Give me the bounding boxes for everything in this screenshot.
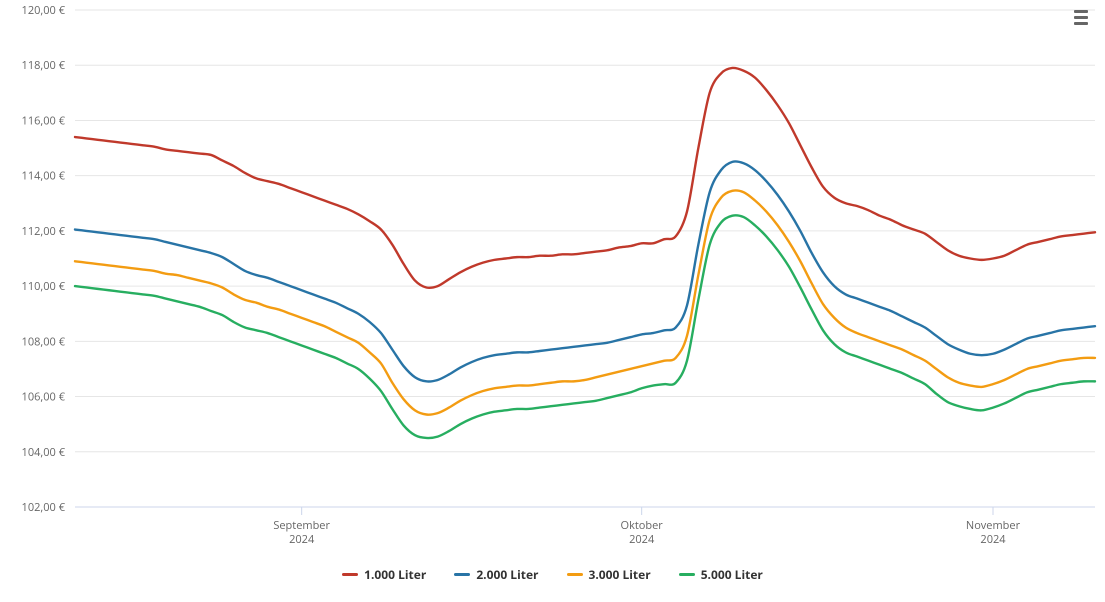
svg-text:106,00 €: 106,00 € xyxy=(22,390,66,405)
svg-text:September: September xyxy=(273,518,330,533)
svg-text:110,00 €: 110,00 € xyxy=(22,279,66,294)
svg-text:108,00 €: 108,00 € xyxy=(22,334,66,349)
legend-swatch xyxy=(342,573,358,576)
price-line-chart: 102,00 € 104,00 € 106,00 € 108,00 € 110,00 €… xyxy=(0,0,1105,602)
legend-item-1[interactable]: 2.000 Liter xyxy=(454,566,538,583)
legend-swatch xyxy=(454,573,470,576)
legend-swatch xyxy=(679,573,695,576)
legend-swatch xyxy=(567,573,583,576)
svg-text:102,00 €: 102,00 € xyxy=(22,500,66,515)
legend-label: 5.000 Liter xyxy=(701,566,763,583)
legend-item-2[interactable]: 3.000 Liter xyxy=(567,566,651,583)
svg-text:2024: 2024 xyxy=(629,532,655,547)
svg-text:104,00 €: 104,00 € xyxy=(22,445,66,460)
svg-text:114,00 €: 114,00 € xyxy=(22,169,66,184)
chart-menu-icon[interactable] xyxy=(1069,6,1093,28)
legend-label: 3.000 Liter xyxy=(589,566,651,583)
svg-text:2024: 2024 xyxy=(289,532,315,547)
svg-text:2024: 2024 xyxy=(980,532,1006,547)
legend-label: 2.000 Liter xyxy=(476,566,538,583)
svg-text:118,00 €: 118,00 € xyxy=(22,58,66,73)
chart-svg: 102,00 € 104,00 € 106,00 € 108,00 € 110,00 €… xyxy=(0,0,1105,602)
legend-item-0[interactable]: 1.000 Liter xyxy=(342,566,426,583)
chart-legend: 1.000 Liter 2.000 Liter 3.000 Liter 5.000 L… xyxy=(0,566,1105,583)
svg-text:Oktober: Oktober xyxy=(621,518,664,533)
legend-label: 1.000 Liter xyxy=(364,566,426,583)
svg-text:November: November xyxy=(966,518,1021,533)
svg-text:116,00 €: 116,00 € xyxy=(22,113,66,128)
svg-text:120,00 €: 120,00 € xyxy=(22,3,66,18)
svg-text:112,00 €: 112,00 € xyxy=(22,224,66,239)
legend-item-3[interactable]: 5.000 Liter xyxy=(679,566,763,583)
